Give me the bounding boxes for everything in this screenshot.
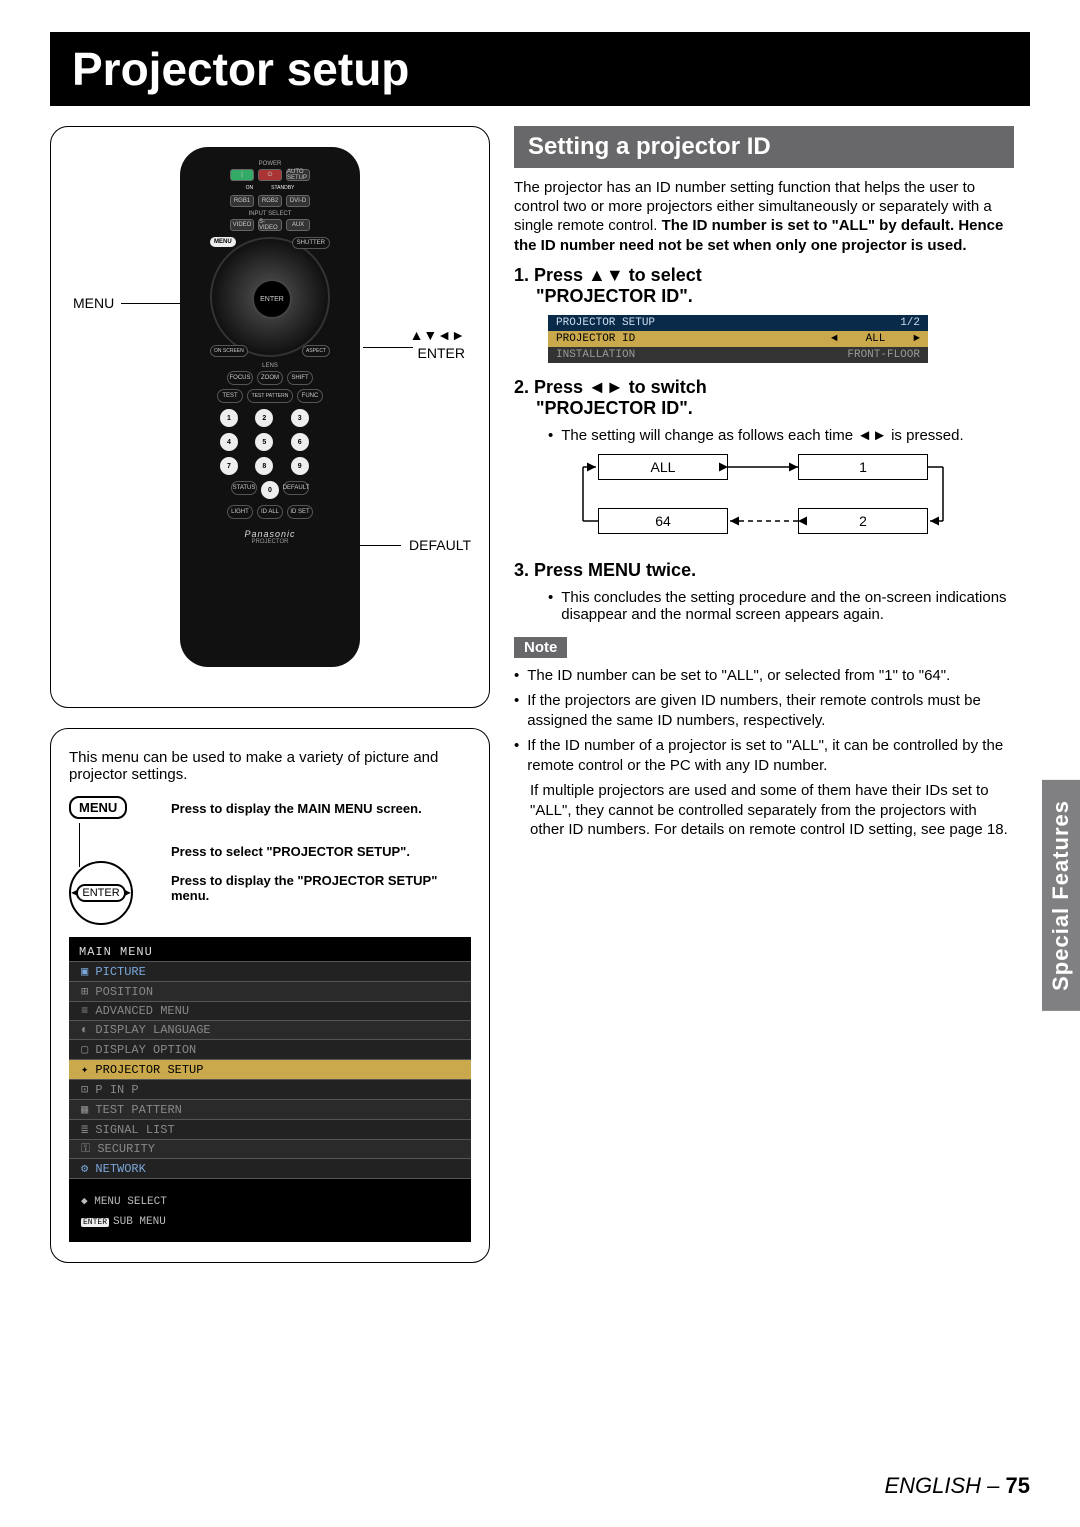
left-column: MENU ▲▼◄► ENTER DEFAULT POWER | ⏻ AUTO S… xyxy=(50,126,490,1283)
intro-text: The projector has an ID number setting f… xyxy=(514,178,1014,255)
callout-arrows: ▲▼◄► xyxy=(410,327,465,343)
osd-item: ≡ ADVANCED MENU xyxy=(69,1001,471,1020)
remote-control: POWER | ⏻ AUTO SETUP ON STANDBY RGB1 RGB… xyxy=(180,147,360,667)
enter-chip: ENTER xyxy=(76,884,125,902)
callout-menu: MENU xyxy=(73,295,114,311)
remote-figure: MENU ▲▼◄► ENTER DEFAULT POWER | ⏻ AUTO S… xyxy=(50,126,490,708)
osd-projector-setup: PROJECTOR SETUP1/2 PROJECTOR ID ◄ALL► IN… xyxy=(548,315,928,363)
osd-main-menu: MAIN MENU ▣ PICTURE⊞ POSITION≡ ADVANCED … xyxy=(69,937,471,1242)
remote-menu-button[interactable]: MENU xyxy=(210,237,236,247)
menu-action-2: Press to select "PROJECTOR SETUP". xyxy=(171,844,471,859)
note-list: •The ID number can be set to "ALL", or s… xyxy=(514,666,1014,840)
remote-onscreen-button[interactable]: ON SCREEN xyxy=(210,345,248,357)
step-3-bullet: •This concludes the setting procedure an… xyxy=(548,589,1014,623)
menu-action-3: Press to display the "PROJECTOR SETUP" m… xyxy=(171,873,471,903)
remote-enter-button[interactable]: ENTER xyxy=(252,279,292,319)
menu-figure: This menu can be used to make a variety … xyxy=(50,728,490,1263)
step-2-bullet: •The setting will change as follows each… xyxy=(548,427,1014,444)
right-column: Setting a projector ID The projector has… xyxy=(514,126,1014,1283)
menu-chip: MENU xyxy=(69,796,127,819)
osd-item: ▢ DISPLAY OPTION xyxy=(69,1039,471,1059)
osd-item: ◐ DISPLAY LANGUAGE xyxy=(69,1020,471,1039)
brand-label: Panasonic xyxy=(190,529,350,539)
osd-item: ⚙ NETWORK xyxy=(69,1158,471,1178)
brand-sub-label: PROJECTOR xyxy=(190,539,350,545)
page-title: Projector setup xyxy=(50,32,1030,106)
osd-item: ▦ TEST PATTERN xyxy=(69,1099,471,1119)
cycle-diagram: ALL 1 64 2 64 dashed --> xyxy=(548,454,948,544)
remote-default-button[interactable]: DEFAULT xyxy=(283,481,309,495)
remote-aspect-button[interactable]: ASPECT xyxy=(302,345,330,357)
callout-enter: ENTER xyxy=(418,345,465,361)
osd-item: ✦ PROJECTOR SETUP xyxy=(69,1059,471,1079)
note-label: Note xyxy=(514,637,567,658)
osd-item: ⊡ P IN P xyxy=(69,1079,471,1099)
menu-description: This menu can be used to make a variety … xyxy=(69,749,471,783)
osd-item: ⊞ POSITION xyxy=(69,981,471,1001)
section-title: Setting a projector ID xyxy=(514,126,1014,168)
remote-shutter-button[interactable]: SHUTTER xyxy=(292,237,330,249)
osd-item: ≣ SIGNAL LIST xyxy=(69,1119,471,1139)
menu-action-1: Press to display the MAIN MENU screen. xyxy=(171,801,471,816)
osd-item: ⚿ SECURITY xyxy=(69,1139,471,1158)
callout-default: DEFAULT xyxy=(409,537,471,553)
step-3-heading: 3. Press MENU twice. xyxy=(514,560,1014,581)
osd-title: MAIN MENU xyxy=(69,943,471,961)
osd-item: ▣ PICTURE xyxy=(69,961,471,981)
step-2-heading: 2. Press ◄► to switch "PROJECTOR ID". xyxy=(514,377,1014,419)
page-footer: ENGLISH – 75 xyxy=(884,1473,1030,1499)
step-1-heading: 1. Press ▲▼ to select "PROJECTOR ID". xyxy=(514,265,1014,307)
side-tab: Special Features xyxy=(1042,780,1080,1011)
power-label: POWER xyxy=(190,161,350,167)
